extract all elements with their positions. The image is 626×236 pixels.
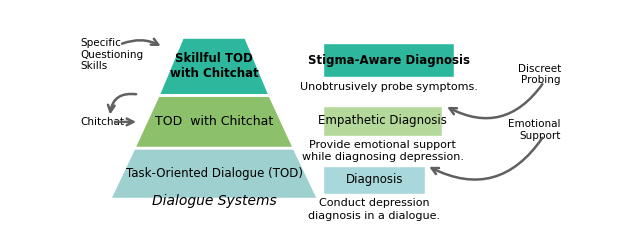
Text: Conduct depression
diagnosis in a dialogue.: Conduct depression diagnosis in a dialog… — [308, 198, 440, 221]
Text: Discreet
Probing: Discreet Probing — [518, 64, 561, 85]
Text: Empathetic Diagnosis: Empathetic Diagnosis — [318, 114, 447, 127]
FancyBboxPatch shape — [323, 43, 454, 77]
Text: Dialogue Systems: Dialogue Systems — [151, 194, 277, 208]
Polygon shape — [110, 148, 319, 199]
Text: Skillful TOD
with Chitchat: Skillful TOD with Chitchat — [170, 52, 259, 80]
Text: TOD  with Chitchat: TOD with Chitchat — [155, 115, 273, 128]
Text: Chitchat: Chitchat — [81, 117, 125, 127]
Text: Stigma-Aware Diagnosis: Stigma-Aware Diagnosis — [308, 54, 470, 67]
Text: Specific
Questioning
Skills: Specific Questioning Skills — [81, 38, 144, 71]
Polygon shape — [158, 37, 270, 96]
Polygon shape — [134, 96, 294, 148]
FancyBboxPatch shape — [323, 105, 442, 135]
Text: Emotional
Support: Emotional Support — [508, 119, 561, 141]
Text: Unobtrusively probe symptoms.: Unobtrusively probe symptoms. — [300, 82, 478, 92]
Text: Provide emotional support
while diagnosing depression.: Provide emotional support while diagnosi… — [302, 140, 464, 162]
Text: Diagnosis: Diagnosis — [346, 173, 403, 186]
FancyBboxPatch shape — [323, 165, 425, 194]
Text: Task-Oriented Dialogue (TOD): Task-Oriented Dialogue (TOD) — [126, 167, 302, 180]
